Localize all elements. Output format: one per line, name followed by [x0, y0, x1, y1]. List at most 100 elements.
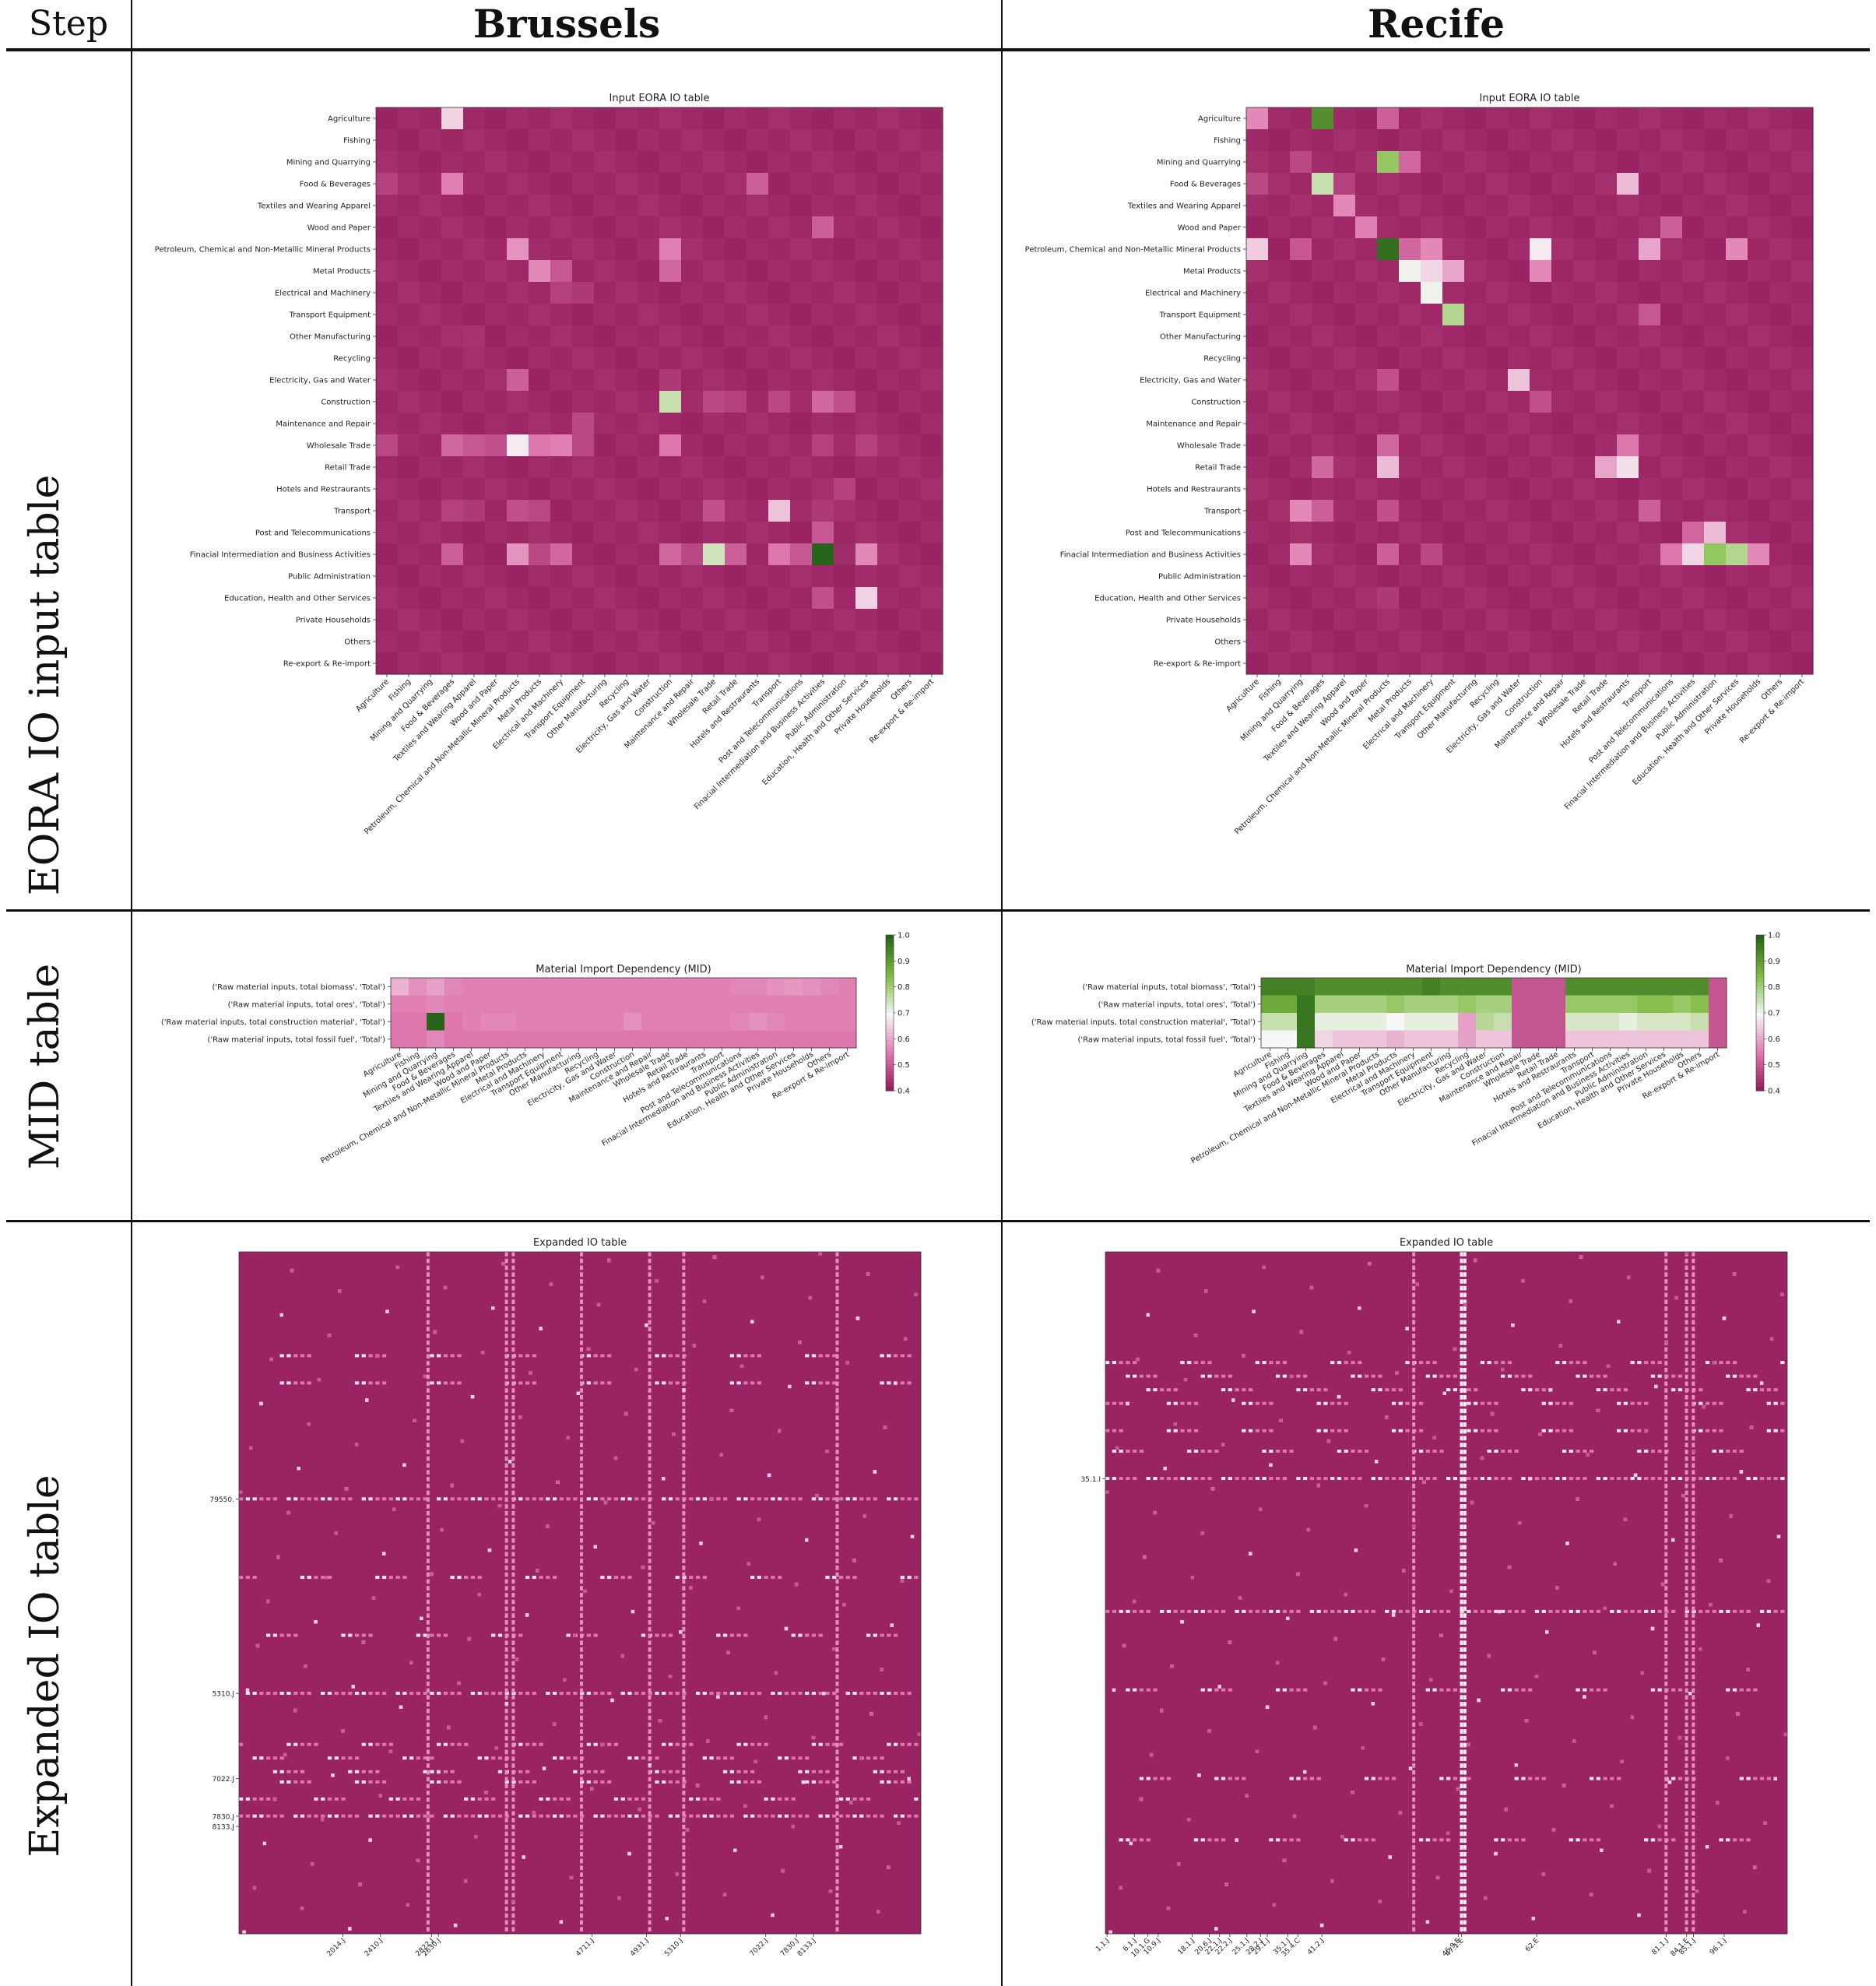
eora-recife-cell — [1377, 522, 1400, 544]
expanded-brussels-streak — [835, 1497, 839, 1503]
expanded-brussels-streak — [682, 1265, 686, 1271]
mid-heatmap-recife: Material Import Dependency (MID)('Raw ma… — [1031, 932, 1780, 1166]
eora-recife-cell — [1551, 391, 1574, 413]
eora-recife-row-label: Education, Health and Other Services — [1094, 595, 1241, 603]
expanded-recife-streak — [1126, 1361, 1130, 1365]
expanded-recife-streak — [1610, 1777, 1614, 1780]
expanded-panel-brussels: Expanded IO table 79550. 5310.J 7022.J 7830.… — [134, 1230, 998, 1981]
expanded-brussels-streak — [518, 1497, 523, 1501]
mid-recife-cell — [1691, 978, 1709, 996]
expanded-brussels-cell — [433, 1330, 437, 1334]
expanded-brussels-streak — [634, 1814, 639, 1818]
eora-recife-cell — [1530, 304, 1552, 326]
eora-recife-cell — [1312, 325, 1334, 348]
eora-brussels-cell — [834, 609, 856, 631]
expanded-brussels-streak — [675, 1497, 680, 1501]
expanded-brussels-streak — [791, 1814, 796, 1818]
expanded-brussels-streak — [426, 1845, 430, 1850]
mid-brussels-cell — [534, 978, 553, 996]
expanded-brussels-streak — [648, 1517, 652, 1523]
eora-recife-cell — [1682, 500, 1705, 522]
eora-recife-cell — [1442, 195, 1465, 217]
expanded-recife-streak — [1528, 1688, 1533, 1692]
eora-recife-cell — [1377, 195, 1400, 217]
eora-brussels-cell — [834, 587, 856, 610]
expanded-brussels-cell — [300, 1906, 304, 1910]
eora-recife-cell — [1573, 456, 1596, 479]
eora-recife-cell — [1682, 587, 1705, 610]
eora-brussels-cell — [877, 347, 900, 370]
expanded-recife-streak — [1344, 1477, 1348, 1481]
eora-brussels-cell — [398, 347, 420, 370]
mid-brussels-cell — [659, 1030, 678, 1049]
eora-recife-cell — [1333, 304, 1356, 326]
expanded-recife-streak — [1753, 1388, 1758, 1392]
expanded-brussels-streak — [426, 1545, 430, 1550]
expanded-brussels-streak — [648, 1900, 652, 1904]
eora-recife-cell — [1355, 652, 1378, 675]
expanded-recife-streak — [1418, 1838, 1424, 1842]
expanded-brussels-streak — [426, 1927, 430, 1932]
expanded-brussels-streak — [457, 1780, 462, 1784]
eora-recife-cell — [1595, 216, 1618, 239]
expanded-brussels-streak — [648, 1851, 652, 1857]
expanded-brussels-streak — [504, 1858, 508, 1864]
expanded-recife-streak — [1112, 1429, 1117, 1432]
eora-brussels-cell — [441, 413, 464, 435]
expanded-recife-streak — [1576, 1450, 1580, 1453]
eora-recife-cell — [1377, 260, 1400, 283]
eora-brussels-cell — [638, 478, 660, 501]
expanded-brussels-streak — [682, 1470, 686, 1475]
mid-brussels-cell — [713, 978, 732, 996]
expanded-brussels-streak — [835, 1777, 839, 1782]
eora-brussels-cell — [594, 238, 617, 261]
expanded-brussels-streak — [293, 1381, 298, 1385]
expanded-brussels-streak — [259, 1797, 264, 1801]
eora-recife-cell — [1268, 391, 1291, 413]
eora-brussels-cell — [812, 478, 834, 501]
expanded-brussels-streak — [648, 1436, 652, 1441]
expanded-brussels-streak — [504, 1756, 508, 1761]
expanded-brussels-streak — [518, 1381, 523, 1385]
expanded-brussels-streak — [682, 1477, 686, 1482]
eora-brussels-cell — [594, 456, 617, 479]
expanded-recife-streak — [1746, 1688, 1751, 1692]
eora-recife-row-label: Post and Telecommunications — [1126, 529, 1241, 538]
eora-brussels-cell — [855, 238, 878, 261]
expanded-brussels-streak — [764, 1742, 768, 1746]
expanded-brussels-streak — [689, 1576, 694, 1580]
eora-brussels-cell — [834, 151, 856, 174]
expanded-brussels-streak — [887, 1692, 891, 1695]
expanded-brussels-streak — [361, 1770, 366, 1773]
expanded-brussels-streak — [835, 1408, 839, 1414]
expanded-recife-streak — [1596, 1777, 1600, 1780]
expanded-brussels-streak — [559, 1756, 564, 1760]
eora-recife-cell — [1268, 543, 1291, 566]
eora-brussels-cell — [376, 173, 399, 195]
expanded-recife-streak — [1507, 1374, 1512, 1378]
expanded-brussels-streak — [648, 1804, 652, 1809]
expanded-brussels-cell — [354, 1443, 359, 1446]
expanded-recife-streak — [1726, 1477, 1730, 1481]
expanded-brussels-streak — [682, 1586, 686, 1591]
expanded-brussels-streak — [293, 1692, 298, 1695]
expanded-brussels-streak — [580, 1749, 583, 1755]
expanded-brussels-streak — [580, 1900, 583, 1904]
expanded-brussels-cell — [331, 1773, 335, 1777]
expanded-recife-streak — [1296, 1777, 1301, 1780]
expanded-brussels-streak — [893, 1354, 898, 1358]
eora-recife-cell — [1464, 565, 1487, 588]
eora-recife-cell — [1464, 129, 1487, 152]
mid-recife-cell — [1655, 978, 1674, 996]
expanded-brussels-cell — [771, 1913, 775, 1917]
eora-recife-cell — [1530, 107, 1552, 130]
expanded-brussels-streak — [511, 1858, 515, 1864]
eora-recife-cell — [1682, 107, 1705, 130]
mid-brussels-cell — [659, 1013, 678, 1031]
eora-brussels-cell — [572, 151, 595, 174]
eora-recife-cell — [1486, 587, 1509, 610]
eora-brussels-cell — [855, 631, 878, 653]
eora-recife-cell — [1573, 500, 1596, 522]
expanded-brussels-streak — [354, 1381, 360, 1385]
eora-brussels-cell — [529, 456, 551, 479]
